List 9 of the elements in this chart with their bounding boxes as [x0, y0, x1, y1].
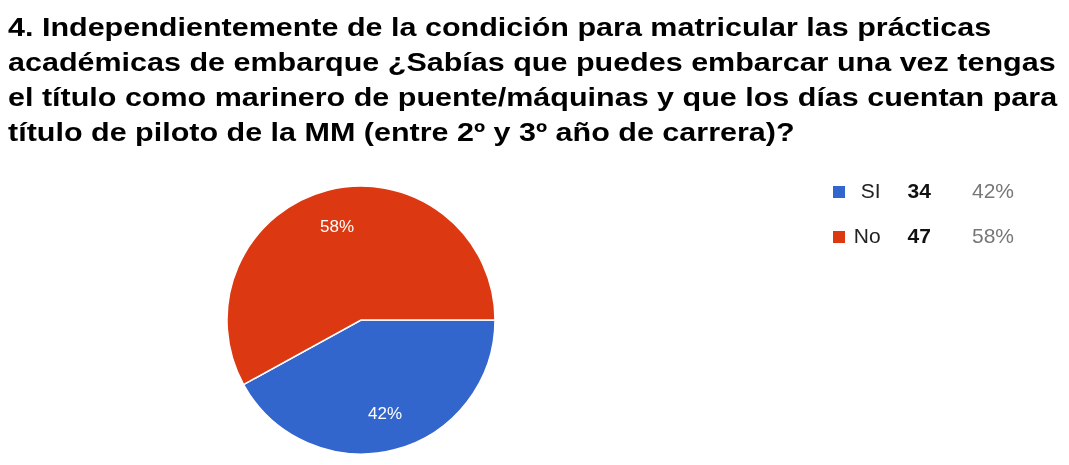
legend-label: SI: [859, 177, 882, 204]
text: 34: [906, 177, 932, 204]
text: 58%: [971, 223, 1014, 247]
text: 47: [906, 222, 932, 249]
data-label: 58%: [319, 217, 355, 237]
chart-title: 4. Independientemente de la condición para matricular las prácticas académicas de embarque ¿Sabías que puedes embarcar una vez tengas el título como marinero de puente/máquinas y que los días cuentan para título de piloto de la MM (entre 2º y 3º año de carrera)?: [8, 12, 1059, 148]
data-label: 42%: [367, 403, 403, 423]
text: 42%: [971, 178, 1014, 202]
legend-label: No: [852, 222, 882, 249]
